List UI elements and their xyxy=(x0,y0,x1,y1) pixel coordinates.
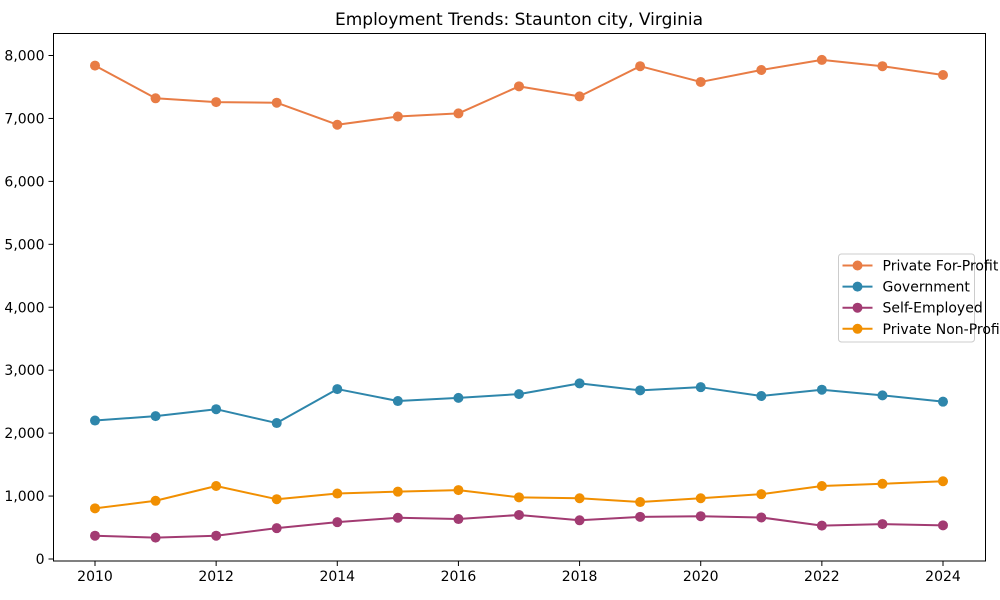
data-point xyxy=(937,520,948,531)
x-tick-label: 2020 xyxy=(683,569,719,585)
y-tick-label: 2,000 xyxy=(4,426,44,442)
data-point xyxy=(453,485,464,496)
data-point xyxy=(211,530,222,541)
data-point xyxy=(756,390,767,401)
data-point xyxy=(392,396,403,407)
data-point xyxy=(392,111,403,122)
x-tick-label: 2024 xyxy=(925,569,961,585)
data-point xyxy=(453,514,464,525)
y-tick-label: 6,000 xyxy=(4,174,44,190)
plot-area: 0 1,000 2,000 3,000 4,000 5,000 6,000 7,000 8,00… xyxy=(4,33,986,585)
data-point xyxy=(937,70,948,81)
legend-box xyxy=(838,253,975,343)
data-point xyxy=(574,515,585,526)
data-point xyxy=(332,384,343,395)
data-point xyxy=(756,64,767,75)
data-point xyxy=(453,108,464,119)
data-point xyxy=(695,511,706,522)
data-point xyxy=(150,532,161,543)
data-point xyxy=(574,91,585,102)
data-point xyxy=(211,404,222,415)
data-point xyxy=(90,530,100,541)
data-point xyxy=(635,385,646,396)
data-point xyxy=(695,76,706,87)
legend-label: Government xyxy=(883,280,971,296)
legend-label: Private Non-Profit xyxy=(883,322,1000,338)
y-tick-label: 4,000 xyxy=(4,300,44,316)
data-point xyxy=(513,509,524,520)
data-point xyxy=(756,489,767,500)
y-tick-label: 0 xyxy=(36,552,45,568)
data-point xyxy=(816,384,827,395)
data-point xyxy=(332,488,343,499)
data-point xyxy=(877,519,888,530)
chart-title: Employment Trends: Staunton city, Virgin… xyxy=(335,10,703,30)
data-point xyxy=(90,60,100,71)
data-point xyxy=(211,97,222,108)
x-tick-label: 2022 xyxy=(804,569,840,585)
x-tick-label: 2012 xyxy=(198,569,234,585)
data-point xyxy=(332,517,343,528)
data-point xyxy=(271,494,282,505)
data-point xyxy=(271,523,282,534)
y-tick-label: 7,000 xyxy=(4,111,44,127)
data-point xyxy=(453,392,464,403)
data-point xyxy=(150,495,161,506)
legend-marker xyxy=(852,260,863,271)
x-tick-label: 2010 xyxy=(77,569,113,585)
data-point xyxy=(937,476,948,487)
x-tick-label: 2014 xyxy=(319,569,355,585)
data-point xyxy=(271,418,282,429)
legend-marker xyxy=(852,323,863,334)
legend-label: Private For-Profit xyxy=(883,259,999,275)
x-tick-label: 2018 xyxy=(562,569,598,585)
data-point xyxy=(937,396,948,407)
data-point xyxy=(756,512,767,523)
y-tick-label: 3,000 xyxy=(4,363,44,379)
data-point xyxy=(150,93,161,104)
data-point xyxy=(816,54,827,65)
data-point xyxy=(877,61,888,72)
data-point xyxy=(877,390,888,401)
y-tick-label: 5,000 xyxy=(4,237,44,253)
data-point xyxy=(695,382,706,393)
data-point xyxy=(816,520,827,531)
data-point xyxy=(90,415,100,426)
data-point xyxy=(513,492,524,503)
data-point xyxy=(877,478,888,489)
data-point xyxy=(150,411,161,422)
legend-marker xyxy=(852,302,863,313)
legend: Private For-Profit Government Self-Employe… xyxy=(838,253,1000,343)
series-line-private-for-profit xyxy=(94,58,944,126)
data-point xyxy=(635,497,646,508)
data-point xyxy=(574,378,585,389)
legend-marker xyxy=(852,281,863,292)
x-tick-label: 2016 xyxy=(441,569,477,585)
legend-label: Self-Employed xyxy=(883,301,983,317)
data-point xyxy=(635,61,646,72)
y-tick-label: 8,000 xyxy=(4,49,44,65)
data-point xyxy=(332,119,343,130)
y-tick-label: 1,000 xyxy=(4,489,44,505)
data-point xyxy=(816,480,827,491)
data-point xyxy=(574,493,585,504)
data-point xyxy=(271,97,282,108)
data-point xyxy=(635,511,646,522)
data-point xyxy=(513,389,524,400)
data-point xyxy=(392,486,403,497)
data-point xyxy=(513,81,524,92)
data-point xyxy=(211,480,222,491)
data-point xyxy=(90,503,100,514)
data-point xyxy=(695,493,706,504)
plot-border xyxy=(53,33,986,562)
data-point xyxy=(392,512,403,523)
